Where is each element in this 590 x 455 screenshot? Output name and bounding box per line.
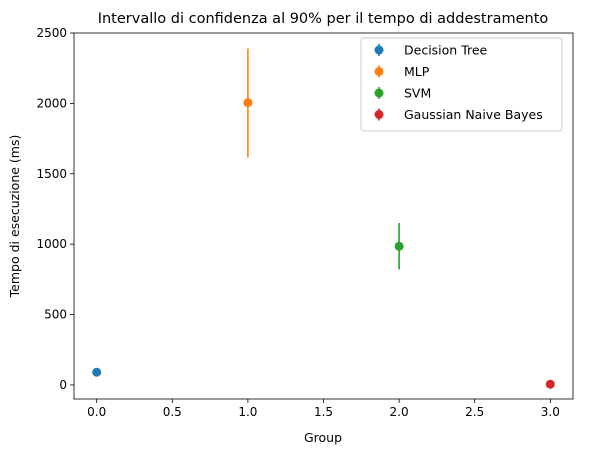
y-tick-label: 0 bbox=[59, 378, 67, 392]
legend-marker bbox=[374, 88, 384, 98]
x-tick-label: 1.0 bbox=[238, 405, 257, 419]
legend-marker bbox=[374, 45, 384, 55]
legend: Decision Tree MLP SVM Gaussian Naive Bayes bbox=[360, 37, 563, 132]
y-tick-label: 500 bbox=[44, 308, 67, 322]
y-tick-label: 1500 bbox=[36, 167, 67, 181]
x-axis-ticks: 0.0 0.5 1.0 1.5 2.0 2.5 3.0 bbox=[87, 399, 560, 419]
legend-label: MLP bbox=[404, 64, 430, 79]
data-marks bbox=[92, 48, 555, 389]
data-point bbox=[394, 241, 404, 251]
x-tick-label: 3.0 bbox=[541, 405, 560, 419]
chart-title: Intervallo di confidenza al 90% per il t… bbox=[98, 11, 549, 27]
legend-label: SVM bbox=[404, 86, 431, 101]
legend-frame bbox=[360, 37, 563, 132]
legend-marker bbox=[374, 110, 384, 119]
y-tick-label: 2500 bbox=[36, 26, 67, 40]
y-tick-label: 2000 bbox=[36, 96, 67, 110]
x-tick-label: 2.0 bbox=[390, 405, 409, 419]
data-point bbox=[92, 367, 102, 377]
legend-label: Decision Tree bbox=[404, 43, 488, 58]
x-tick-label: 2.5 bbox=[465, 405, 484, 419]
x-tick-label: 0.5 bbox=[163, 405, 182, 419]
y-axis-label: Tempo di esecuzione (ms) bbox=[7, 135, 22, 299]
legend-label: Gaussian Naive Bayes bbox=[404, 107, 543, 122]
y-axis-ticks: 0 500 1000 1500 2000 2500 bbox=[36, 26, 74, 392]
legend-marker bbox=[374, 67, 384, 76]
x-tick-label: 0.0 bbox=[87, 405, 106, 419]
data-point bbox=[243, 98, 253, 108]
x-axis-label: Group bbox=[304, 430, 342, 445]
y-tick-label: 1000 bbox=[36, 237, 67, 251]
x-tick-label: 1.5 bbox=[314, 405, 333, 419]
data-point bbox=[545, 379, 555, 389]
